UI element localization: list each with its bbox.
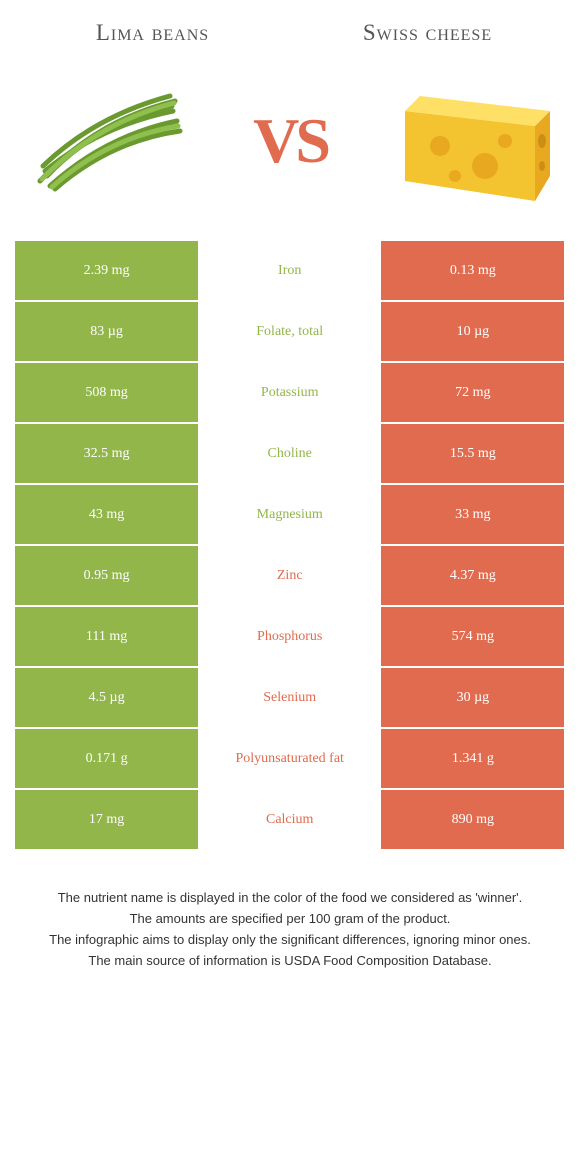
nutrient-name: Magnesium <box>198 485 381 544</box>
left-food-title: Lima beans <box>15 20 290 46</box>
right-value: 4.37 mg <box>381 546 564 605</box>
right-value: 0.13 mg <box>381 241 564 300</box>
footnote-line: The infographic aims to display only the… <box>35 931 545 950</box>
nutrient-name: Selenium <box>198 668 381 727</box>
left-value: 4.5 µg <box>15 668 198 727</box>
footnote-line: The main source of information is USDA F… <box>35 952 545 971</box>
vs-label: VS <box>253 104 327 178</box>
left-value: 32.5 mg <box>15 424 198 483</box>
right-value: 1.341 g <box>381 729 564 788</box>
nutrient-name: Calcium <box>198 790 381 849</box>
footnote-line: The amounts are specified per 100 gram o… <box>35 910 545 929</box>
nutrient-name: Choline <box>198 424 381 483</box>
nutrient-name: Iron <box>198 241 381 300</box>
left-value: 111 mg <box>15 607 198 666</box>
table-row: 0.95 mgZinc4.37 mg <box>15 546 565 605</box>
table-row: 2.39 mgIron0.13 mg <box>15 241 565 300</box>
table-row: 17 mgCalcium890 mg <box>15 790 565 849</box>
footnotes: The nutrient name is displayed in the co… <box>15 889 565 970</box>
table-row: 83 µgFolate, total10 µg <box>15 302 565 361</box>
table-row: 43 mgMagnesium33 mg <box>15 485 565 544</box>
right-value: 30 µg <box>381 668 564 727</box>
nutrient-name: Potassium <box>198 363 381 422</box>
nutrient-table: 2.39 mgIron0.13 mg83 µgFolate, total10 µ… <box>15 241 565 849</box>
right-value: 890 mg <box>381 790 564 849</box>
left-value: 0.171 g <box>15 729 198 788</box>
images-row: VS <box>15 71 565 211</box>
left-value: 2.39 mg <box>15 241 198 300</box>
nutrient-name: Zinc <box>198 546 381 605</box>
table-row: 4.5 µgSelenium30 µg <box>15 668 565 727</box>
nutrient-name: Polyunsaturated fat <box>198 729 381 788</box>
table-row: 32.5 mgCholine15.5 mg <box>15 424 565 483</box>
left-value: 43 mg <box>15 485 198 544</box>
right-food-title: Swiss cheese <box>290 20 565 46</box>
left-value: 508 mg <box>15 363 198 422</box>
table-row: 508 mgPotassium72 mg <box>15 363 565 422</box>
header: Lima beans Swiss cheese <box>15 20 565 46</box>
nutrient-name: Phosphorus <box>198 607 381 666</box>
table-row: 111 mgPhosphorus574 mg <box>15 607 565 666</box>
right-value: 10 µg <box>381 302 564 361</box>
left-value: 83 µg <box>15 302 198 361</box>
right-value: 574 mg <box>381 607 564 666</box>
nutrient-name: Folate, total <box>198 302 381 361</box>
right-food-image <box>385 71 555 211</box>
left-value: 17 mg <box>15 790 198 849</box>
left-value: 0.95 mg <box>15 546 198 605</box>
left-food-image <box>25 71 195 211</box>
right-value: 72 mg <box>381 363 564 422</box>
table-row: 0.171 gPolyunsaturated fat1.341 g <box>15 729 565 788</box>
right-value: 15.5 mg <box>381 424 564 483</box>
right-value: 33 mg <box>381 485 564 544</box>
footnote-line: The nutrient name is displayed in the co… <box>35 889 545 908</box>
